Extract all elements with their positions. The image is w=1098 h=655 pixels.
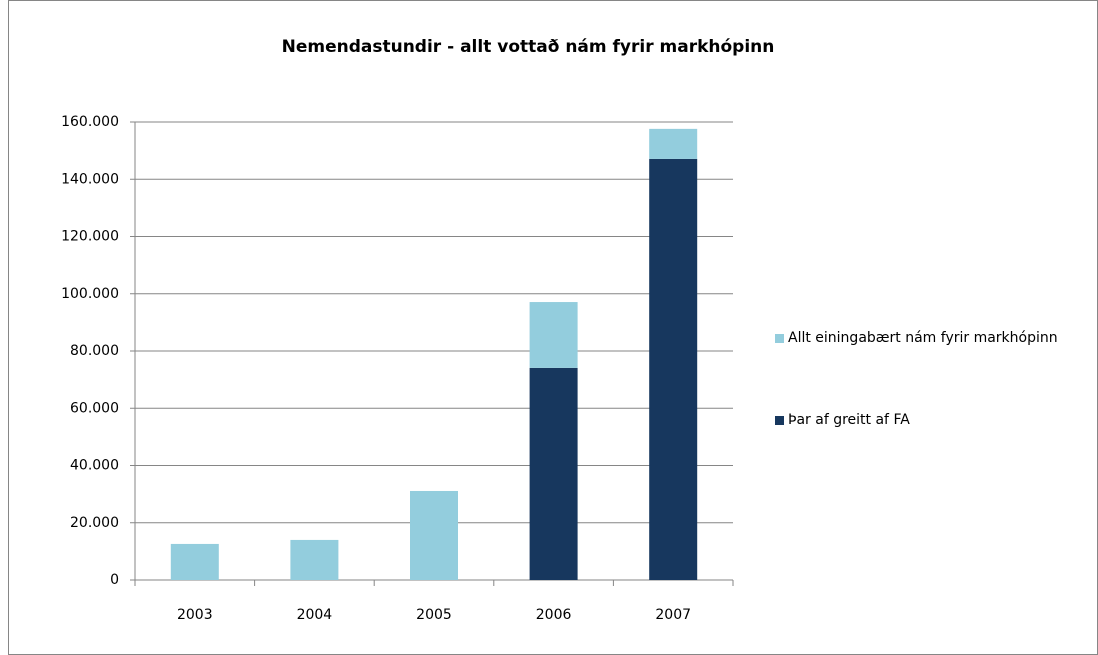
y-tick-label: 140.000: [61, 171, 119, 187]
x-tick-label: 2006: [536, 607, 572, 623]
y-tick-label: 160.000: [61, 114, 119, 130]
legend-item: Allt einingabært nám fyrir markhópinn: [775, 330, 1068, 349]
x-tick-label: 2005: [416, 607, 452, 623]
legend-swatch: [775, 416, 784, 425]
legend-swatch: [775, 334, 784, 343]
bar-segment: [649, 128, 698, 159]
legend-label: Þar af greitt af FA: [788, 412, 910, 428]
bar-segment: [170, 543, 219, 580]
x-tick-label: 2003: [177, 607, 213, 623]
y-tick-label: 120.000: [61, 229, 119, 245]
y-tick-label: 0: [110, 572, 119, 588]
y-tick-label: 80.000: [70, 343, 119, 359]
bar-segment: [529, 302, 578, 368]
legend-item: Þar af greitt af FA: [775, 412, 1068, 431]
y-tick-label: 100.000: [61, 286, 119, 302]
y-tick-label: 40.000: [70, 458, 119, 474]
bar-segment: [290, 539, 339, 580]
bar-segment: [410, 490, 458, 580]
bar-segment: [649, 158, 698, 580]
x-tick-label: 2004: [297, 607, 333, 623]
x-tick-label: 2007: [655, 607, 691, 623]
bar-segment: [529, 367, 578, 580]
y-tick-label: 60.000: [70, 400, 119, 416]
y-tick-label: 20.000: [70, 515, 119, 531]
chart-title: Nemendastundir - allt vottað nám fyrir m…: [282, 37, 775, 57]
legend-label: Allt einingabært nám fyrir markhópinn: [788, 330, 1058, 346]
